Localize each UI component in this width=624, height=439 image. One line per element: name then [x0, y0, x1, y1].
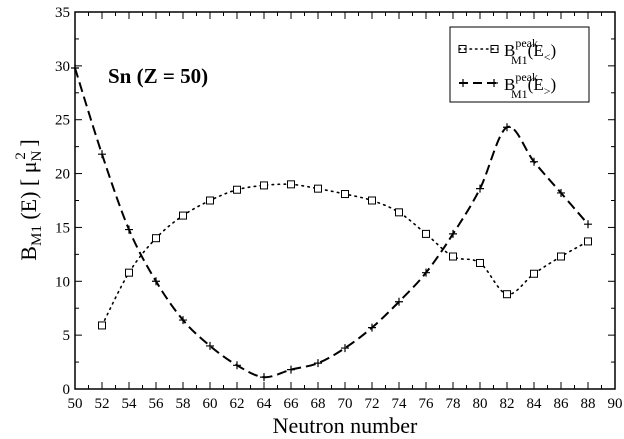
series-1-point — [287, 180, 295, 189]
y-tick-label: 15 — [55, 220, 70, 236]
series-2-point — [503, 123, 511, 132]
x-tick-label: 66 — [284, 396, 300, 412]
x-tick-label: 90 — [608, 396, 623, 412]
series-1-point — [503, 290, 511, 299]
series-2-point — [557, 188, 565, 197]
x-tick-label: 70 — [338, 396, 353, 412]
series-2-point — [368, 323, 376, 332]
series-2-point — [584, 220, 592, 229]
chart-annotation: Sn (Z = 50) — [108, 64, 208, 88]
x-tick-label: 56 — [149, 396, 165, 412]
series-2-point — [314, 359, 322, 368]
series-2-point — [125, 225, 133, 234]
x-tick-label: 60 — [203, 396, 218, 412]
series-1-point — [557, 252, 565, 261]
series-1-point — [449, 252, 457, 261]
legend-marker-square — [490, 45, 499, 53]
y-tick-label: 30 — [55, 59, 70, 75]
x-tick-label: 54 — [122, 396, 138, 412]
series-2-point — [476, 184, 484, 193]
series-2-point — [260, 373, 268, 382]
y-tick-label: 20 — [55, 167, 70, 183]
series-2-point — [152, 277, 160, 286]
x-tick-label: 74 — [392, 396, 408, 412]
y-tick-label: 5 — [63, 328, 71, 344]
x-tick-label: 58 — [176, 396, 191, 412]
series-2-point — [449, 229, 457, 238]
legend-entry-series-2: Bpeak M1(E>) — [459, 70, 556, 101]
x-tick-label: 84 — [527, 396, 543, 412]
y-tick-label: 0 — [63, 382, 71, 398]
series-1-point — [125, 268, 133, 277]
series-2-point — [206, 341, 214, 350]
y-tick-label: 35 — [55, 5, 70, 21]
series-layer — [71, 64, 592, 382]
y-tick-label: 25 — [55, 113, 70, 129]
series-2-line — [74, 67, 589, 379]
series-2-point — [341, 344, 349, 353]
series-1-point — [233, 185, 241, 194]
series-1-point — [530, 269, 538, 278]
series-2-point — [71, 64, 79, 73]
y-axis-title: BM1 (E) [ μN2 ] — [13, 139, 45, 260]
series-2-point — [233, 361, 241, 370]
series-2-point — [530, 157, 538, 166]
legend-marker-plus — [459, 79, 467, 87]
series-1-point — [395, 208, 403, 217]
legend-marker-square — [458, 45, 467, 53]
axis-ticks: 50 52 54 56 58 60 62 64 66 68 70 72 74 76 78 80 82 84 86 88… — [55, 5, 623, 412]
x-axis-title: Neutron number — [273, 413, 418, 438]
series-2-point — [179, 316, 187, 325]
x-tick-label: 64 — [257, 396, 273, 412]
series-2-point — [395, 297, 403, 306]
series-1-point — [260, 181, 268, 190]
x-tick-label: 72 — [365, 396, 380, 412]
x-tick-label: 52 — [95, 396, 110, 412]
series-1-point — [341, 190, 349, 199]
series-1-point — [584, 237, 592, 246]
x-tick-label: 76 — [419, 396, 435, 412]
x-tick-label: 62 — [230, 396, 245, 412]
series-1-point — [206, 196, 214, 205]
series-1-point — [476, 258, 484, 267]
x-tick-label: 78 — [446, 396, 461, 412]
legend: Bpeak M1(E<) Bpeak M1(E>) — [449, 26, 590, 103]
x-tick-label: 80 — [473, 396, 488, 412]
series-2-point — [287, 365, 295, 374]
series-1-line — [101, 183, 589, 327]
x-tick-label: 88 — [581, 396, 596, 412]
series-1-point — [179, 211, 187, 220]
series-2-point — [98, 150, 106, 159]
x-tick-label: 68 — [311, 396, 326, 412]
legend-entry-series-1: Bpeak M1(E<) — [458, 36, 556, 67]
series-1-point — [314, 184, 322, 193]
legend-label-2: Bpeak M1(E>) — [504, 70, 556, 101]
x-tick-label: 86 — [554, 396, 570, 412]
series-1-point — [152, 234, 160, 243]
series-1-point — [368, 196, 376, 205]
x-tick-label: 82 — [500, 396, 515, 412]
series-1-point — [422, 229, 430, 238]
x-tick-label: 50 — [68, 396, 83, 412]
series-2-point — [422, 268, 430, 277]
legend-box — [449, 26, 590, 103]
legend-label-1: Bpeak M1(E<) — [504, 36, 556, 67]
series-1-point — [98, 321, 106, 330]
legend-marker-plus — [490, 79, 498, 87]
y-tick-label: 10 — [55, 274, 70, 290]
